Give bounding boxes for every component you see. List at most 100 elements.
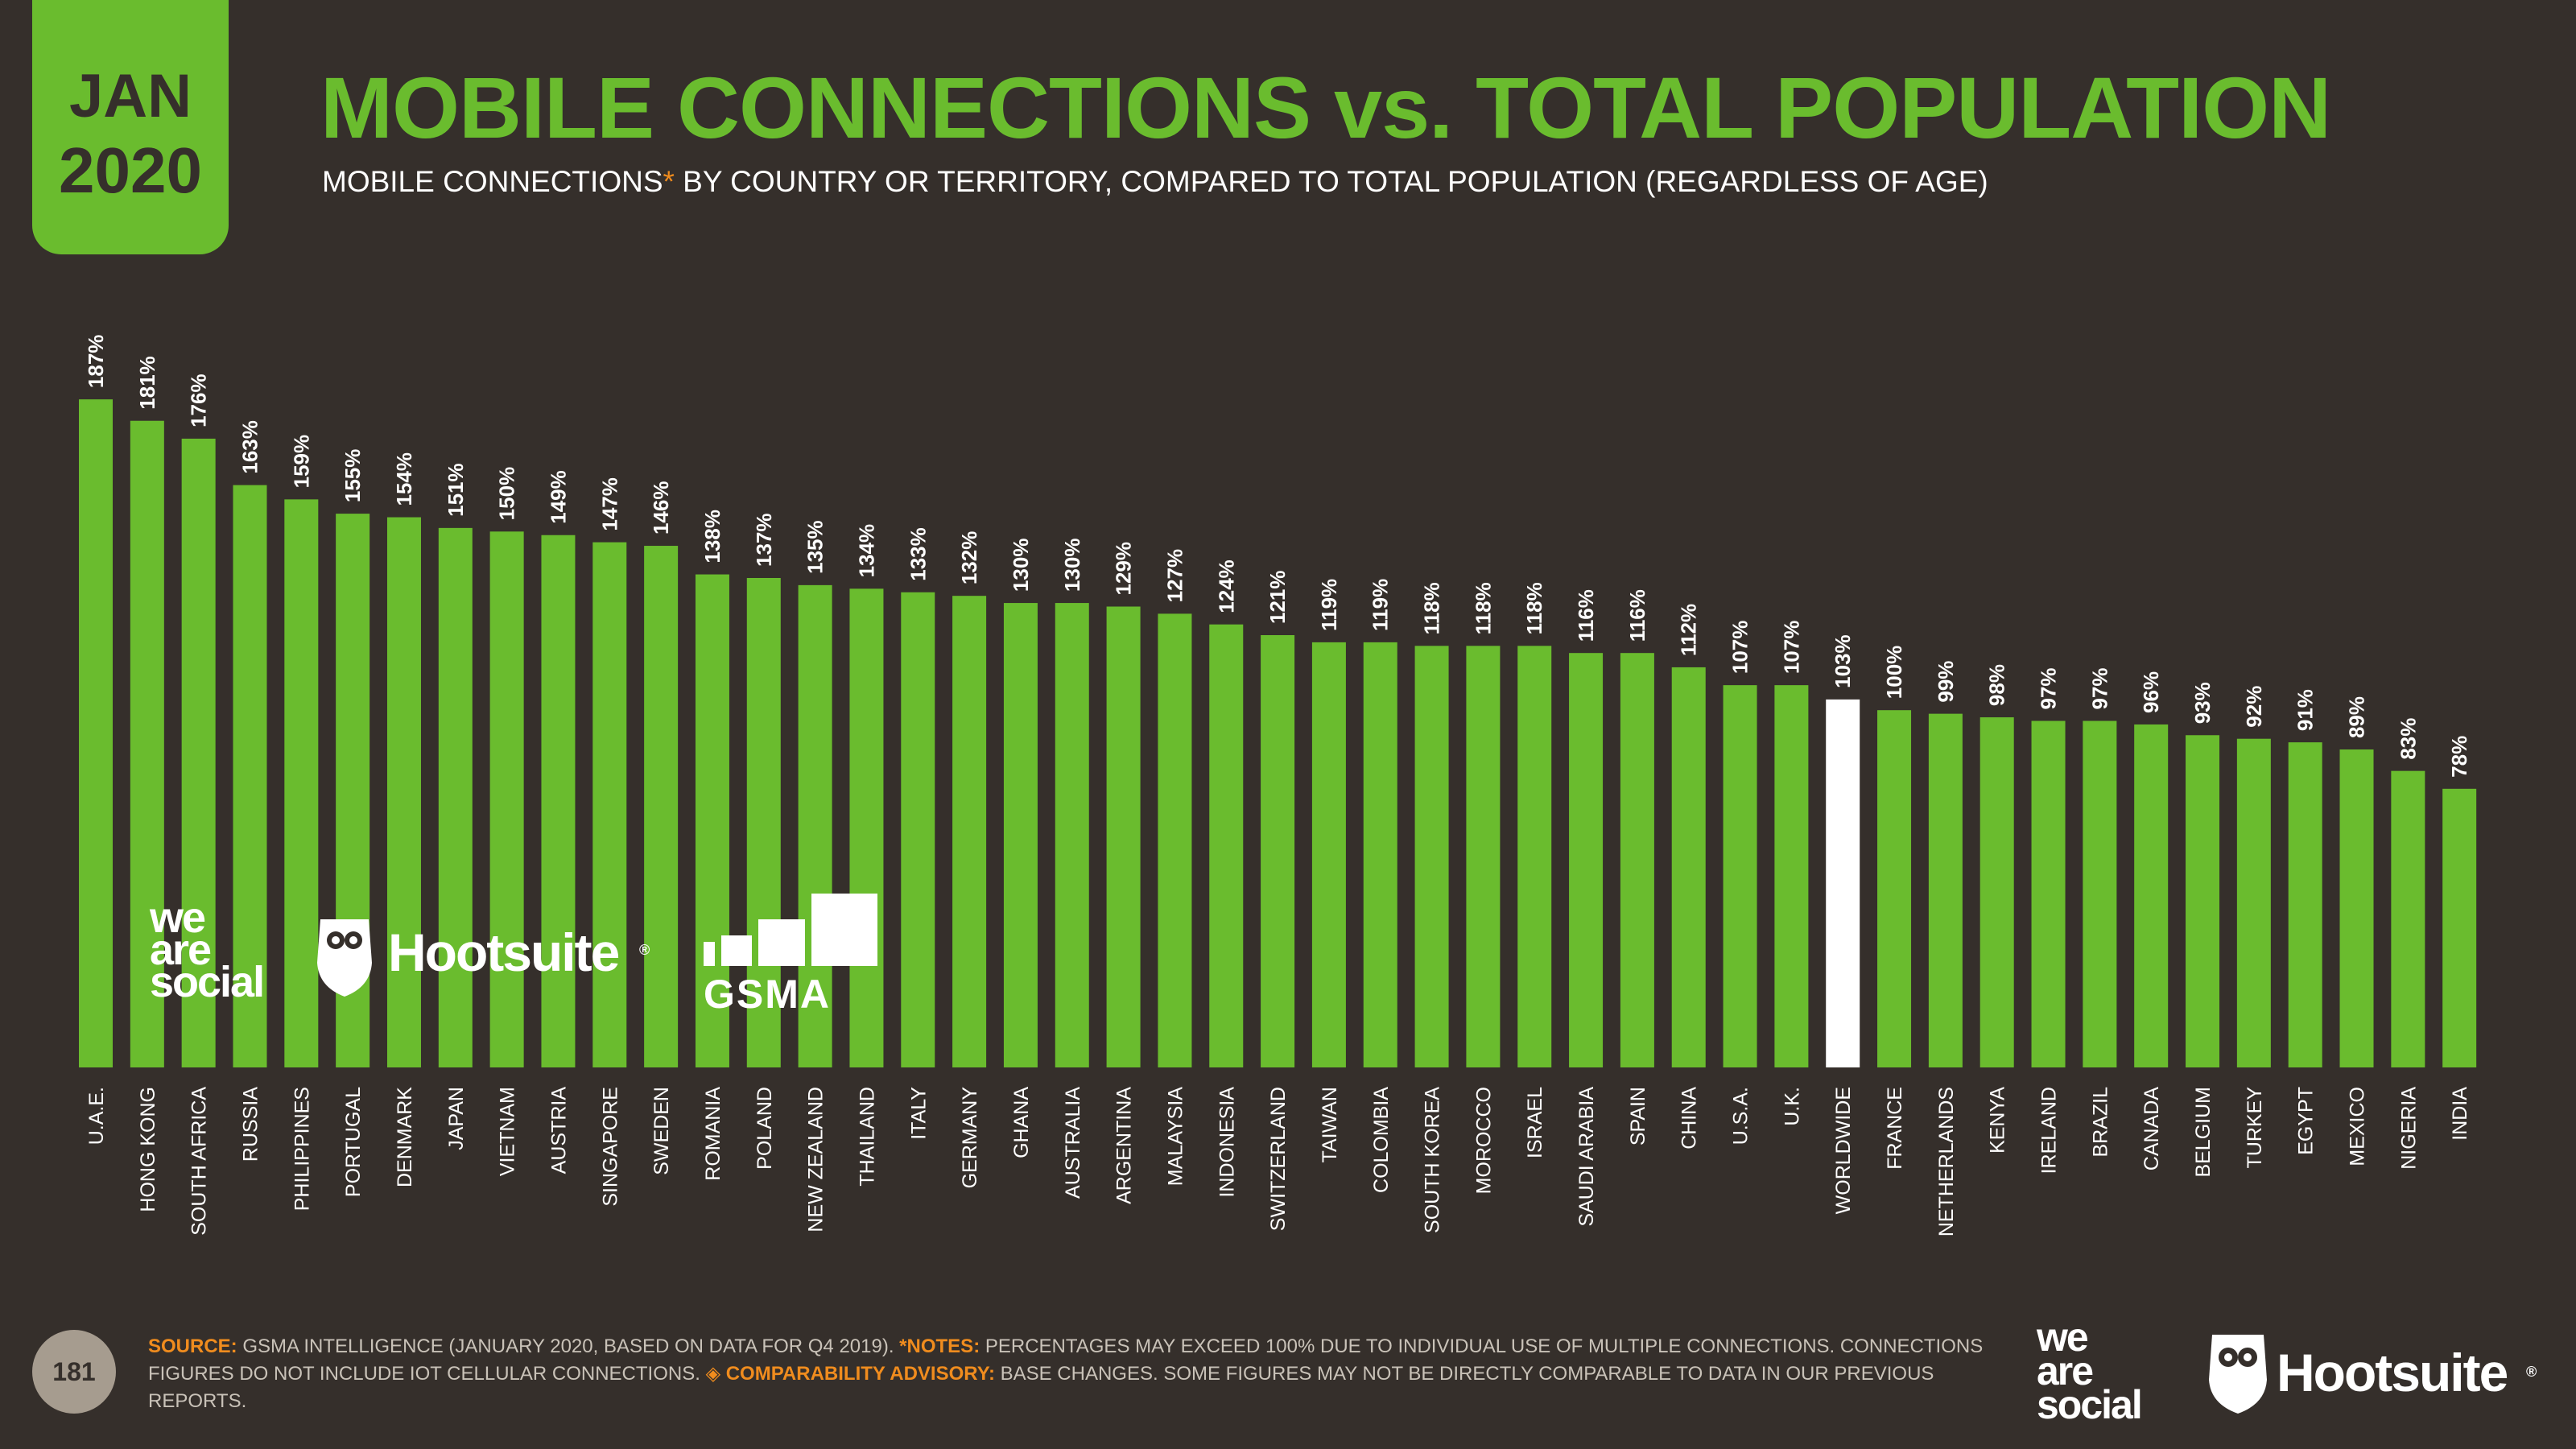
category-label: PHILIPPINES <box>291 1087 313 1211</box>
value-label: 130% <box>1060 539 1084 592</box>
category-label: MOROCCO <box>1472 1087 1495 1194</box>
value-label: 147% <box>597 477 621 531</box>
category-label: MEXICO <box>2347 1087 2369 1166</box>
category-label: GHANA <box>1010 1087 1033 1158</box>
value-label: 129% <box>1112 542 1136 596</box>
bar-colombia <box>1363 642 1397 1067</box>
bar-argentina <box>1106 606 1141 1067</box>
bar-belgium <box>2186 735 2220 1067</box>
value-label: 118% <box>1420 582 1444 634</box>
subtitle-asterisk: * <box>663 165 675 198</box>
category-label: JAPAN <box>445 1087 468 1150</box>
value-label: 135% <box>803 520 828 574</box>
bar-hong-kong <box>130 420 164 1067</box>
category-label: AUSTRALIA <box>1062 1087 1084 1199</box>
category-label: TURKEY <box>2244 1087 2266 1169</box>
value-label: 78% <box>2447 736 2471 778</box>
hootsuite-logo: Hootsuite ® <box>317 919 650 997</box>
we-are-social-word-2: are <box>150 926 211 974</box>
bar-poland <box>746 577 781 1067</box>
bar-italy <box>901 592 935 1067</box>
date-badge: JAN 2020 <box>32 0 229 254</box>
subtitle-main: MOBILE CONNECTIONS <box>322 165 663 198</box>
bar-israel <box>1517 646 1552 1067</box>
value-label: 89% <box>2345 696 2369 738</box>
bar-spain <box>1620 653 1654 1067</box>
gsma-logo: GSMA <box>704 894 877 1017</box>
value-label: 163% <box>237 420 262 474</box>
value-label: 181% <box>135 356 159 410</box>
category-label: GERMANY <box>959 1087 981 1189</box>
category-label: BELGIUM <box>2192 1087 2215 1178</box>
bar-worldwide <box>1826 699 1860 1067</box>
we-are-social-footer-word-2: are <box>2037 1348 2094 1393</box>
category-label: SINGAPORE <box>599 1087 621 1207</box>
bar-south-korea <box>1414 646 1449 1067</box>
category-label: WORLDWIDE <box>1832 1087 1855 1214</box>
page-title: MOBILE CONNECTIONS vs. TOTAL POPULATION <box>320 59 2331 156</box>
bar-south-africa <box>181 438 216 1067</box>
category-label: EGYPT <box>2295 1087 2318 1155</box>
we-are-social-word-1: we <box>149 894 205 942</box>
value-label: 127% <box>1162 549 1187 603</box>
value-label: 137% <box>752 513 776 567</box>
value-label: 133% <box>906 527 930 581</box>
bar-denmark <box>386 517 421 1067</box>
value-label: 121% <box>1265 571 1290 625</box>
bar-u-a-e <box>79 399 113 1067</box>
bar-malaysia <box>1158 613 1192 1067</box>
category-label: ISRAEL <box>1524 1087 1546 1158</box>
bar-australia <box>1055 603 1089 1067</box>
value-label: 98% <box>1985 664 2009 706</box>
bar-philippines <box>284 499 319 1067</box>
value-label: 96% <box>2139 671 2163 713</box>
value-label: 83% <box>2396 718 2420 760</box>
gsma-bar-icon-1 <box>704 942 715 966</box>
category-label: RUSSIA <box>239 1087 262 1162</box>
bar-switzerland <box>1261 635 1295 1067</box>
category-label: TAIWAN <box>1319 1087 1341 1162</box>
value-label: 187% <box>84 335 108 389</box>
bar-china <box>1671 667 1706 1067</box>
category-label: THAILAND <box>856 1087 878 1187</box>
advisory-label: COMPARABILITY ADVISORY: <box>720 1363 995 1385</box>
bar-india <box>2442 788 2477 1067</box>
gsma-bar-icon-2 <box>721 935 752 966</box>
category-label: NIGERIA <box>2397 1087 2420 1170</box>
bar-kenya <box>1979 717 2014 1067</box>
gsma-bar-icon-4 <box>811 894 877 966</box>
bar-thailand <box>849 588 884 1067</box>
value-label: 124% <box>1214 559 1238 613</box>
bar-ghana <box>1003 603 1038 1067</box>
bar-new-zealand <box>798 584 832 1067</box>
we-are-social-footer-word-1: we <box>2037 1315 2089 1360</box>
category-label: SOUTH KOREA <box>1422 1087 1444 1233</box>
bar-ireland <box>2031 720 2066 1067</box>
we-are-social-word-3: social <box>150 958 263 1006</box>
category-label: KENYA <box>1987 1087 2009 1154</box>
bar-germany <box>952 596 987 1067</box>
bar-egypt <box>2288 742 2322 1067</box>
category-label: HONG KONG <box>137 1087 159 1212</box>
category-label: MALAYSIA <box>1164 1087 1187 1187</box>
value-label: 150% <box>495 467 519 521</box>
category-label: SOUTH AFRICA <box>188 1087 211 1236</box>
hootsuite-wordmark: Hootsuite <box>388 923 619 982</box>
date-month: JAN <box>68 62 192 130</box>
bar-austria <box>541 535 576 1067</box>
category-label: FRANCE <box>1884 1087 1906 1170</box>
notes-label: *NOTES: <box>899 1335 980 1357</box>
bar-nigeria <box>2391 770 2425 1067</box>
category-label: SWEDEN <box>650 1087 673 1175</box>
bar-u-k <box>1774 685 1809 1067</box>
value-label: 132% <box>957 531 981 585</box>
value-label: 119% <box>1317 579 1341 631</box>
category-label: IRELAND <box>2038 1087 2061 1174</box>
value-label: 159% <box>289 435 313 489</box>
bar-france <box>1877 710 1912 1067</box>
value-label: 116% <box>1625 589 1649 642</box>
category-label: VIETNAM <box>497 1087 519 1176</box>
bar-u-s-a <box>1723 685 1757 1067</box>
category-label: CHINA <box>1678 1087 1701 1150</box>
we-are-social-footer-word-3: social <box>2037 1382 2143 1427</box>
